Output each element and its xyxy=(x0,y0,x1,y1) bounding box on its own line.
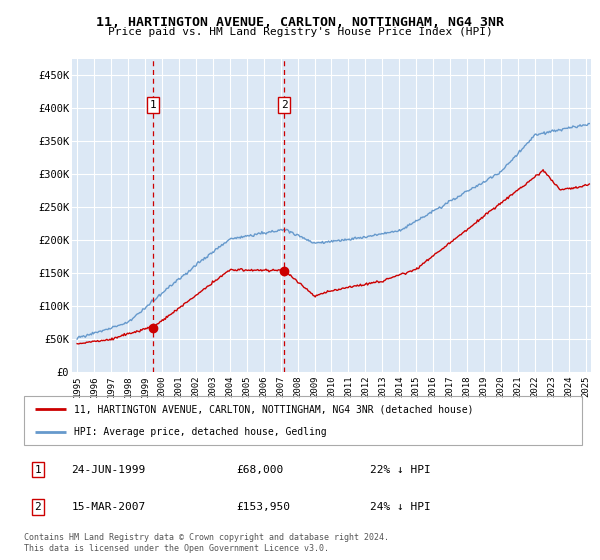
Text: £68,000: £68,000 xyxy=(236,465,283,475)
Text: HPI: Average price, detached house, Gedling: HPI: Average price, detached house, Gedl… xyxy=(74,427,327,437)
Text: Price paid vs. HM Land Registry's House Price Index (HPI): Price paid vs. HM Land Registry's House … xyxy=(107,27,493,37)
Text: 11, HARTINGTON AVENUE, CARLTON, NOTTINGHAM, NG4 3NR (detached house): 11, HARTINGTON AVENUE, CARLTON, NOTTINGH… xyxy=(74,404,474,414)
Text: 1: 1 xyxy=(149,100,157,110)
Text: 2: 2 xyxy=(35,502,41,512)
Text: 2: 2 xyxy=(281,100,287,110)
Text: 22% ↓ HPI: 22% ↓ HPI xyxy=(370,465,431,475)
Text: 11, HARTINGTON AVENUE, CARLTON, NOTTINGHAM, NG4 3NR: 11, HARTINGTON AVENUE, CARLTON, NOTTINGH… xyxy=(96,16,504,29)
Text: 24% ↓ HPI: 24% ↓ HPI xyxy=(370,502,431,512)
Text: £153,950: £153,950 xyxy=(236,502,290,512)
Text: 1: 1 xyxy=(35,465,41,475)
Text: 24-JUN-1999: 24-JUN-1999 xyxy=(71,465,146,475)
Text: 15-MAR-2007: 15-MAR-2007 xyxy=(71,502,146,512)
Text: Contains HM Land Registry data © Crown copyright and database right 2024.
This d: Contains HM Land Registry data © Crown c… xyxy=(24,533,389,553)
Bar xyxy=(153,59,284,372)
